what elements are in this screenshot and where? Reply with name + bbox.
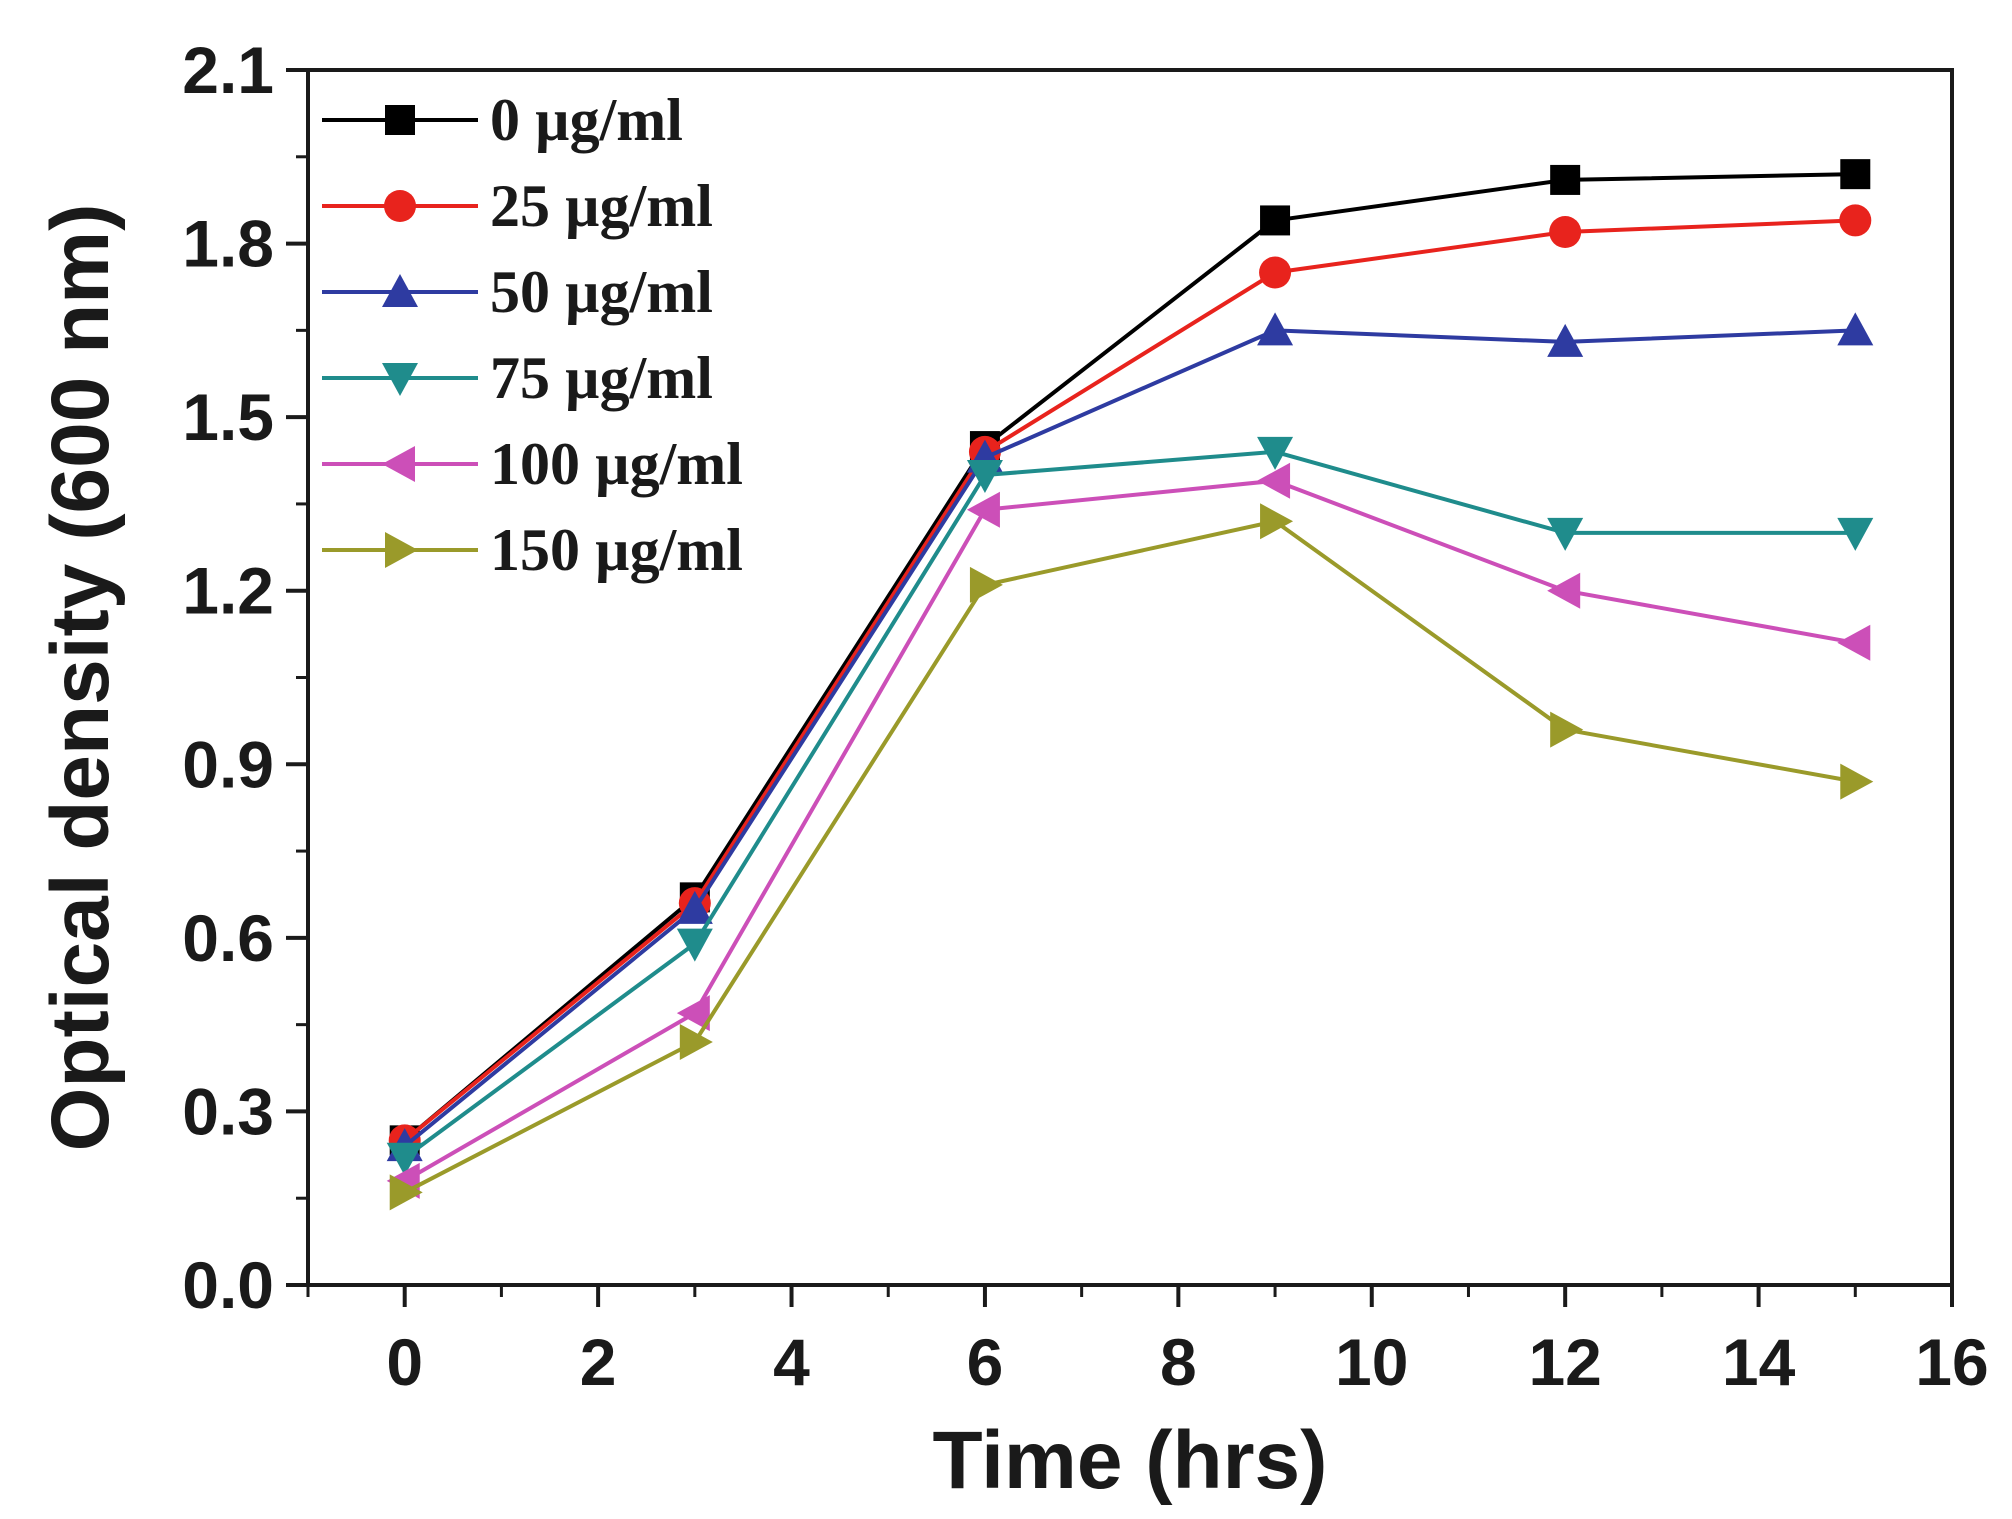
data-point xyxy=(676,928,713,962)
series-line xyxy=(403,519,1856,1195)
legend-item: 50 µg/ml xyxy=(322,259,713,325)
data-point xyxy=(1840,159,1871,190)
legend-item: 25 µg/ml xyxy=(322,173,713,239)
legend-item: 150 µg/ml xyxy=(322,517,743,583)
legend-label: 75 µg/ml xyxy=(490,345,713,411)
legend-item: 0 µg/ml xyxy=(322,87,683,153)
legend-label: 50 µg/ml xyxy=(490,259,713,325)
legend-marker xyxy=(382,446,415,482)
y-tick-label: 0.3 xyxy=(182,1074,274,1148)
series-3 xyxy=(386,436,1874,1176)
x-axis-title: Time (hrs) xyxy=(933,1415,1328,1506)
data-point xyxy=(676,995,710,1032)
axes: 0 2 4 6 8 10 12 14 16 0.0 0.3 0.6 0.9 1.2 1.5 1.8 2.1 xyxy=(182,33,1988,1399)
data-point xyxy=(1257,436,1294,470)
x-tick-label: 2 xyxy=(580,1325,617,1399)
x-tick-label: 16 xyxy=(1915,1325,1988,1399)
x-tick-label: 6 xyxy=(967,1325,1004,1399)
series-line xyxy=(403,172,1856,1142)
x-tick-label: 12 xyxy=(1528,1325,1601,1399)
legend-label: 150 µg/ml xyxy=(490,517,743,583)
data-point xyxy=(1257,462,1291,499)
series-line xyxy=(403,478,1856,1183)
series-line xyxy=(403,218,1856,1142)
plot-frame xyxy=(306,68,1954,1287)
legend-label: 25 µg/ml xyxy=(490,173,713,239)
legend-label: 0 µg/ml xyxy=(490,87,683,153)
x-tick-label: 0 xyxy=(386,1325,423,1399)
data-point xyxy=(966,460,1003,493)
series-4 xyxy=(386,462,1871,1199)
data-point xyxy=(1260,503,1294,540)
data-point xyxy=(1550,711,1584,748)
x-tick-label: 14 xyxy=(1722,1325,1796,1399)
data-point xyxy=(1837,312,1874,346)
y-axis-title: Optical density (600 nm) xyxy=(35,204,126,1152)
y-tick-label: 1.5 xyxy=(182,380,274,454)
y-tick-label: 0.0 xyxy=(182,1248,274,1322)
data-point xyxy=(679,1024,713,1060)
x-tick-label: 10 xyxy=(1335,1325,1408,1399)
y-tick-label: 1.8 xyxy=(182,207,274,281)
data-point xyxy=(1549,216,1582,248)
data-point xyxy=(1547,323,1584,357)
y-tick-label: 2.1 xyxy=(182,33,274,107)
data-point xyxy=(969,566,1003,603)
data-point xyxy=(1547,572,1581,609)
legend-marker xyxy=(385,105,415,135)
data-point xyxy=(966,491,1000,528)
legend-item: 100 µg/ml xyxy=(322,431,743,497)
x-tick-label: 4 xyxy=(773,1325,810,1399)
data-point xyxy=(676,890,713,924)
data-point xyxy=(389,1174,423,1211)
legend-marker xyxy=(382,363,418,396)
legend-marker xyxy=(382,274,418,307)
data-point xyxy=(386,1142,423,1176)
legend-label: 100 µg/ml xyxy=(490,431,743,497)
data-point xyxy=(1259,256,1292,289)
y-tick-label: 0.9 xyxy=(182,727,274,801)
series-5 xyxy=(389,503,1874,1211)
series-line xyxy=(403,328,1856,1148)
data-point xyxy=(1550,164,1581,195)
x-tick-label: 8 xyxy=(1160,1325,1197,1399)
y-tick-label: 0.6 xyxy=(182,901,274,975)
data-point xyxy=(1837,517,1874,551)
data-point xyxy=(1257,312,1294,346)
legend-marker xyxy=(384,190,416,222)
data-point xyxy=(1840,763,1874,800)
data-point xyxy=(1839,204,1872,237)
data-point xyxy=(1837,624,1871,661)
series-group xyxy=(386,159,1874,1211)
data-point xyxy=(1260,205,1291,236)
data-point xyxy=(1547,517,1584,551)
series-line xyxy=(403,449,1856,1160)
legend: 0 µg/ml 25 µg/ml 50 µg/ml 75 µg/ml 100 µg/ml… xyxy=(322,87,743,583)
y-tick-label: 1.2 xyxy=(182,554,274,628)
legend-item: 75 µg/ml xyxy=(322,345,713,411)
legend-marker xyxy=(385,532,418,568)
